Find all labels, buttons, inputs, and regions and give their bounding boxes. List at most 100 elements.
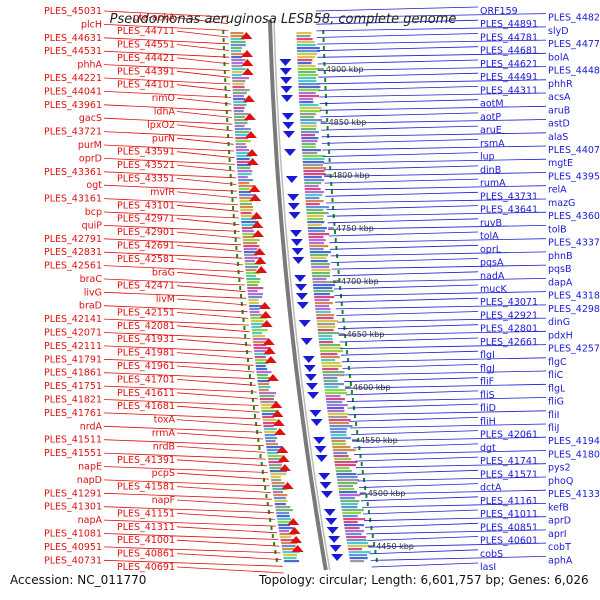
right-leader-line [334,291,547,296]
left-gene-label: PLES_41551 [44,448,102,459]
red-gene-arrow [263,347,276,354]
right-feature-stripe [298,77,317,80]
left-gene-label: phhA [77,60,102,71]
right-gene-label: ORF159 [480,6,518,17]
left-feature-stripe [250,314,263,317]
right-leader-line [326,205,479,210]
backbone-shadow [273,19,331,571]
left-feature-stripe [231,53,245,56]
right-leader-line [324,172,547,177]
right-gene-label: PLES_44481 [548,66,600,77]
right-gene-label: PLES_43951 [548,172,600,183]
left-gene-label: PLES_44221 [44,73,102,84]
left-feature-stripe [241,224,258,227]
left-feature-stripe [283,554,298,557]
right-leader-line [353,443,479,449]
left-feature-stripe [280,536,292,539]
left-feature-stripe [238,185,256,188]
right-leader-line [331,258,479,263]
blue-gene-arrow [279,59,292,66]
right-gene-label: pqsB [548,264,572,275]
blue-gene-arrow [282,122,295,129]
left-feature-stripe [238,191,251,194]
left-feature-stripe [236,152,251,155]
right-gene-label: dgt [480,443,496,454]
right-gene-label: pys2 [548,463,571,474]
right-feature-stripe [297,50,320,53]
left-guide-dot [248,374,251,378]
right-gene-label: phoQ [548,476,573,487]
left-feature-stripe [235,143,246,146]
left-leader-line [176,70,231,78]
right-feature-stripe [321,362,341,365]
right-feature-stripe [327,413,349,416]
left-feature-stripe [272,488,288,491]
left-leader-line [176,352,253,359]
right-feature-stripe [311,266,330,269]
right-feature-stripe [346,539,367,542]
right-feature-stripe [304,191,324,194]
right-leader-line [345,390,479,396]
right-guide-dot [329,166,332,170]
right-leader-line [321,125,479,131]
left-leader-line [176,164,236,172]
left-feature-stripe [244,260,255,263]
right-feature-stripe [305,200,324,203]
right-feature-stripe [315,305,330,308]
left-feature-stripe [233,95,244,98]
left-leader-line [176,84,231,92]
left-gene-label: PLES_40861 [117,549,175,560]
left-gene-label: PLES_43361 [44,167,102,178]
left-leader-line [103,278,245,286]
left-leader-line [176,446,265,453]
right-feature-stripe [310,254,329,257]
left-leader-line [176,526,278,534]
right-guide-dot [322,30,325,34]
right-guide-dot [338,278,341,282]
right-feature-stripe [337,479,360,482]
right-guide-dot [343,326,346,330]
left-gene-label: PLES_41821 [44,395,102,406]
blue-gene-arrow [291,248,304,255]
red-gene-arrow [241,68,254,75]
right-feature-stripe [305,197,320,200]
map-title: Pseudomonas aeruginosa LESB58, complete … [110,12,457,27]
right-feature-stripe [300,125,317,128]
red-gene-arrow [248,185,261,192]
right-feature-stripe [300,122,317,125]
right-leader-line [324,178,479,184]
left-guide-dot [270,526,273,530]
blue-gene-arrow [294,275,307,282]
left-guide-dot [247,366,250,370]
red-gene-arrow [287,518,300,525]
blue-gene-arrow [310,419,323,426]
right-guide-dot [337,270,340,274]
right-feature-stripe [303,164,323,167]
red-gene-arrow [243,113,256,120]
right-feature-stripe [299,113,316,116]
right-feature-stripe [337,482,358,485]
left-leader-line [103,492,272,500]
left-leader-line [103,385,257,393]
scale-mark-label: 4750 kbp [336,224,374,233]
blue-gene-arrow [287,194,300,201]
left-leader-line [103,345,252,353]
left-leader-line [103,546,281,554]
left-gene-label: livG [84,287,102,298]
left-leader-line [103,50,230,58]
right-feature-stripe [345,533,362,536]
right-feature-stripe [297,62,312,65]
left-feature-stripe [242,239,260,242]
right-gene-label: PLES_41161 [480,496,538,507]
blue-gene-arrow [288,212,301,219]
right-gene-label: dctA [480,483,502,494]
right-feature-stripe [348,551,371,554]
left-leader-line [103,332,251,339]
red-gene-arrow [250,212,263,219]
red-gene-arrow [262,338,275,345]
left-feature-stripe [261,410,279,413]
right-gene-label: aprD [548,516,571,527]
right-leader-line [319,105,547,111]
left-gene-label: napA [78,515,103,526]
right-guide-dot [336,262,339,266]
